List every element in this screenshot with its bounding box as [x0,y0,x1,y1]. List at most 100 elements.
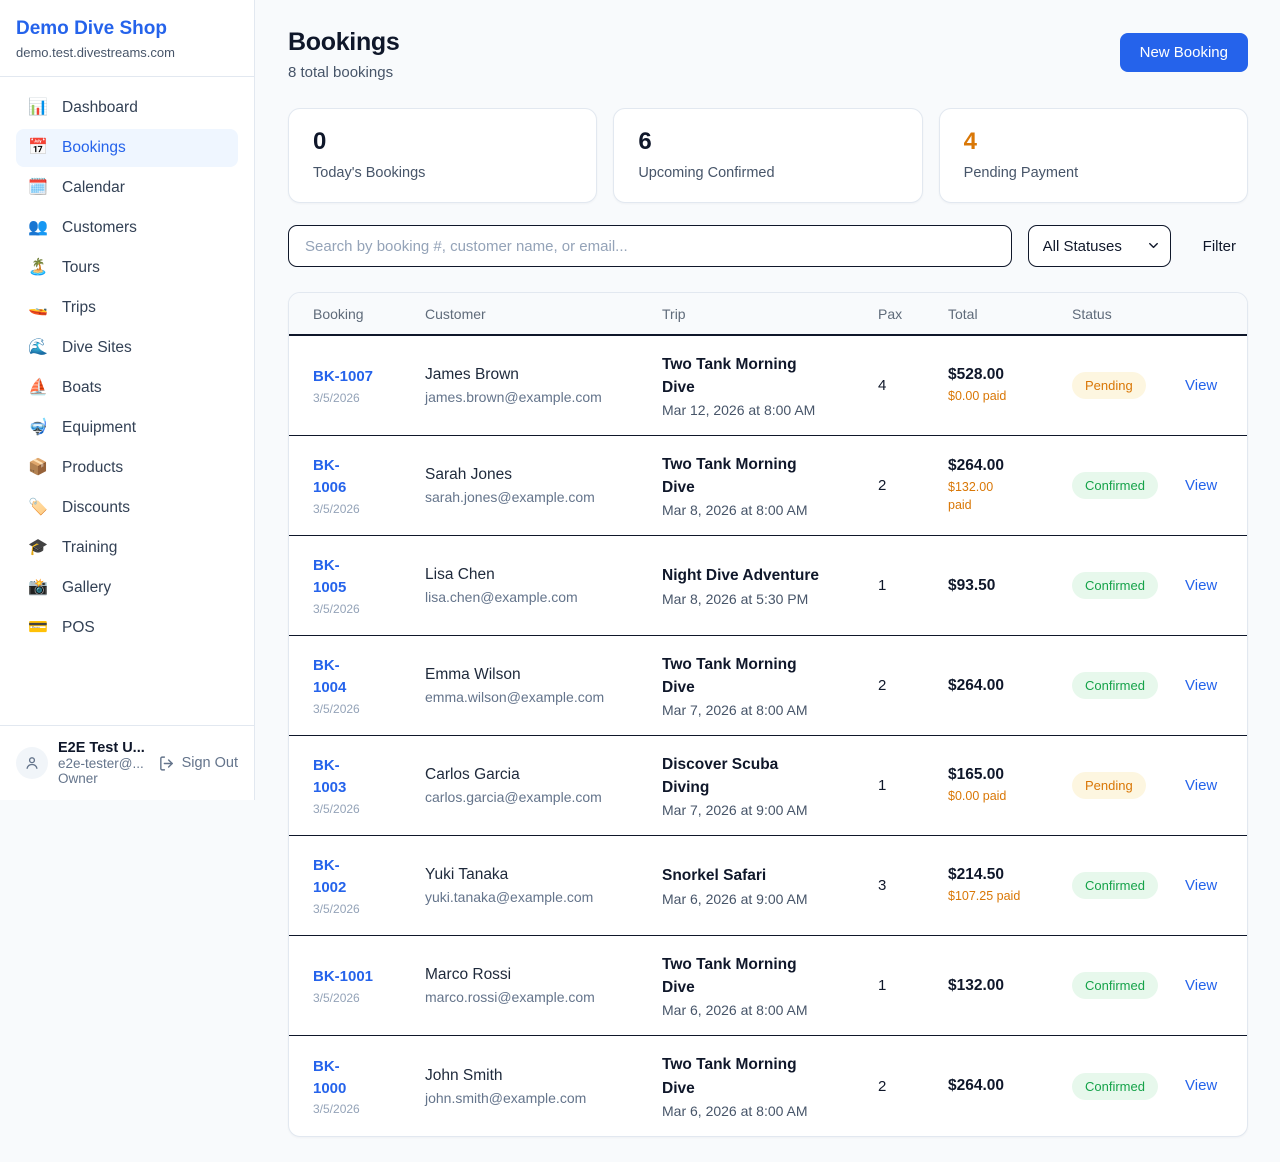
booking-id-link[interactable]: BK- 1000 [313,1057,347,1097]
view-link[interactable]: View [1185,976,1218,994]
booking-id-link[interactable]: BK- 1005 [313,557,347,596]
booking-id-link[interactable]: BK- 1002 [313,857,347,896]
sidebar-item-bookings[interactable]: 📅 Bookings [16,129,238,167]
view-link[interactable]: View [1185,576,1218,594]
table-row: BK- 1003 3/5/2026 Carlos Garcia carlos.ga… [289,736,1247,836]
sidebar-item-boats[interactable]: ⛵ Boats [16,369,238,407]
trip-name: Two Tank Morning Dive [662,1056,797,1097]
trip-cell: Snorkel Safari Mar 6, 2026 at 9:00 AM [662,864,878,906]
sidebar-item-label: Products [62,459,124,476]
customer-name: Carlos Garcia [425,766,520,783]
booking-id-link[interactable]: BK- 1006 [313,457,347,496]
stat-card: 4 Pending Payment [938,108,1248,203]
booking-cell: BK- 1006 3/5/2026 [313,455,425,516]
trip-name: Discover Scuba Diving [662,755,779,796]
table-row: BK- 1002 3/5/2026 Yuki Tanaka yuki.tanaka… [289,836,1247,936]
customer-email: marco.rossi@example.com [425,989,595,1005]
trip-cell: Two Tank Morning Dive Mar 12, 2026 at 8:… [662,353,878,419]
new-booking-button[interactable]: New Booking [1119,33,1248,72]
table-body: BK-1007 3/5/2026 James Brown james.brown… [289,336,1247,1136]
status-filter-select[interactable]: All Statuses [1027,225,1171,267]
view-link[interactable]: View [1185,476,1218,494]
sidebar-item-discounts[interactable]: 🏷️ Discounts [16,489,238,527]
sidebar-item-equipment[interactable]: 🤿 Equipment [16,409,238,447]
status-filter[interactable]: All Statuses [1027,225,1171,267]
trip-time: Mar 7, 2026 at 9:00 AM [662,802,808,819]
sidebar-item-label: Calendar [62,179,125,196]
paid-amount: $132.00 paid [948,480,994,512]
paid-amount: $0.00 paid [948,388,1007,403]
status-badge: Confirmed [1072,572,1158,599]
avatar [16,747,48,779]
person-icon [26,757,38,769]
view-link[interactable]: View [1185,776,1218,794]
sidebar-item-pos[interactable]: 💳 POS [16,609,238,647]
search-input[interactable] [288,225,1012,267]
view-link[interactable]: View [1185,376,1218,394]
view-link[interactable]: View [1185,676,1218,694]
status-cell: Pending [1072,772,1185,799]
customer-cell: James Brown james.brown@example.com [425,366,662,405]
sidebar-item-gallery[interactable]: 📸 Gallery [16,569,238,607]
customer-email: yuki.tanaka@example.com [425,889,594,905]
sidebar-item-label: Discounts [62,499,131,516]
booking-id-link[interactable]: BK- 1003 [313,757,347,796]
pax-count: 1 [878,977,887,994]
table-row: BK- 1005 3/5/2026 Lisa Chen lisa.chen@exa… [289,536,1247,636]
paid-amount: $107.25 paid [948,888,1021,903]
booking-date: 3/5/2026 [313,501,360,516]
stat-value: 4 [963,128,978,155]
sidebar-item-label: Gallery [62,579,112,596]
customer-cell: John Smith john.smith@example.com [425,1067,662,1106]
table-row: BK- 1004 3/5/2026 Emma Wilson emma.wilson… [289,636,1247,736]
trip-time: Mar 8, 2026 at 8:00 AM [662,502,808,519]
user-name: E2E Test U... [58,740,145,756]
booking-date: 3/5/2026 [313,801,360,816]
status-badge: Pending [1072,372,1146,399]
sidebar-item-training[interactable]: 🎓 Training [16,529,238,567]
table-row: BK- 1000 3/5/2026 John Smith john.smith@e… [289,1036,1247,1136]
customer-email: emma.wilson@example.com [425,689,605,705]
booking-id-link[interactable]: BK-1001 [313,968,374,986]
filter-row: All Statuses Filter [288,225,1248,267]
stat-value: 0 [313,128,327,155]
spiral-calendar-icon: 🗓️ [28,179,48,196]
status-badge: Confirmed [1072,472,1158,499]
column-header: Pax [878,305,903,322]
booking-cell: BK-1001 3/5/2026 [313,966,425,1005]
customer-name: Sarah Jones [425,466,513,483]
pax-count: 1 [878,777,887,794]
total-amount: $264.00 [948,676,1005,694]
trip-cell: Two Tank Morning Dive Mar 7, 2026 at 8:0… [662,653,878,719]
booking-id-link[interactable]: BK-1007 [313,368,374,386]
status-badge: Confirmed [1072,1072,1158,1100]
sign-out-button[interactable]: Sign Out [158,755,238,772]
sidebar-item-dashboard[interactable]: 📊 Dashboard [16,89,238,127]
filter-button[interactable]: Filter [1202,237,1236,255]
trip-cell: Two Tank Morning Dive Mar 6, 2026 at 8:0… [662,953,878,1019]
logout-icon [159,755,173,771]
sidebar-item-products[interactable]: 📦 Products [16,449,238,487]
status-cell: Confirmed [1072,572,1185,599]
sidebar-item-tours[interactable]: 🏝️ Tours [16,249,238,287]
sidebar-item-label: Customers [62,219,137,236]
customer-email: sarah.jones@example.com [425,489,595,505]
shop-name: Demo Dive Shop [16,18,167,39]
total-cell: $165.00 $0.00 paid [948,766,1072,806]
booking-date: 3/5/2026 [313,601,360,616]
view-link[interactable]: View [1185,1077,1218,1094]
sidebar-item-calendar[interactable]: 🗓️ Calendar [16,169,238,207]
sidebar-item-dive-sites[interactable]: 🌊 Dive Sites [16,329,238,367]
column-header: Status [1072,305,1112,322]
booking-id-link[interactable]: BK- 1004 [313,657,347,696]
view-link[interactable]: View [1185,876,1218,894]
total-amount: $264.00 [948,457,1005,474]
customer-cell: Carlos Garcia carlos.garcia@example.com [425,766,662,805]
sidebar-item-customers[interactable]: 👥 Customers [16,209,238,247]
view-cell: View [1185,977,1223,995]
sidebar-item-trips[interactable]: 🚤 Trips [16,289,238,327]
customer-name: Emma Wilson [425,666,521,683]
status-cell: Confirmed [1072,472,1185,499]
customer-name: John Smith [425,1066,503,1084]
view-cell: View [1185,577,1223,595]
